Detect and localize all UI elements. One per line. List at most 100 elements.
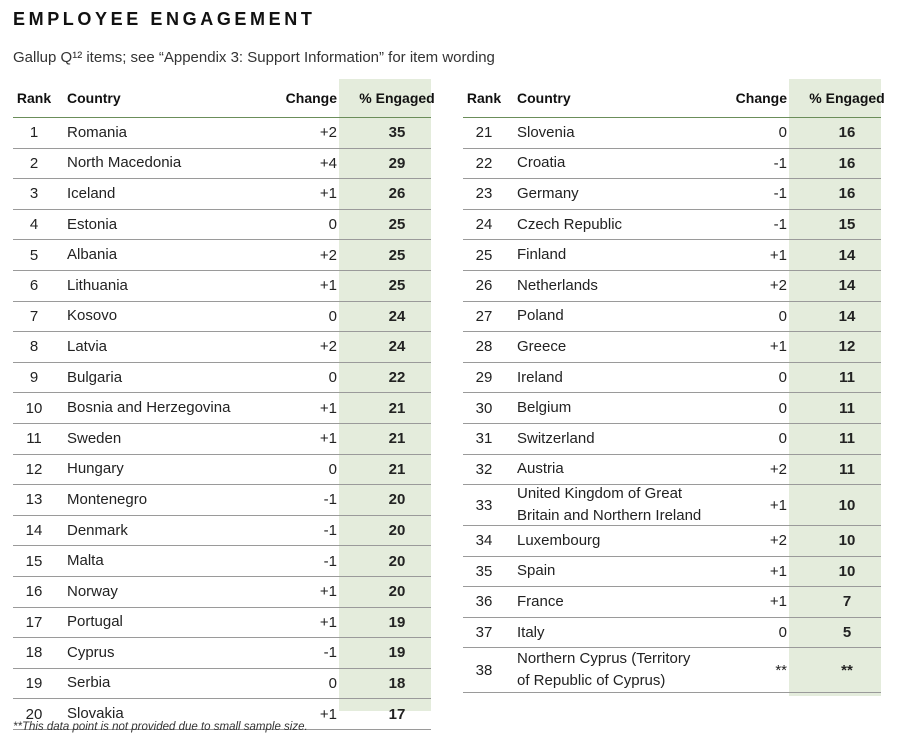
change-cell: +1 (319, 583, 337, 601)
rank-cell: 13 (25, 491, 43, 509)
engaged-cell: 20 (388, 583, 406, 601)
rank-cell: 27 (475, 307, 493, 325)
change-cell: -1 (773, 185, 787, 203)
header-rank: Rank (466, 90, 502, 106)
change-cell: 0 (328, 674, 337, 692)
country-cell: Romania (67, 123, 128, 141)
engaged-cell: 12 (838, 338, 856, 356)
table-row: 9 Bulgaria 0 22 (13, 363, 431, 394)
country-cell: Latvia (67, 337, 108, 355)
country-cell: Ireland (517, 368, 563, 386)
header-change: Change (735, 90, 787, 106)
engaged-cell: 14 (838, 277, 856, 295)
header-rank: Rank (16, 90, 52, 106)
footnote: **This data point is not provided due to… (13, 721, 308, 733)
engaged-cell: 29 (388, 154, 406, 172)
table-row: 10 Bosnia and Herzegovina +1 21 (13, 393, 431, 424)
change-cell: +1 (319, 613, 337, 631)
rank-cell: 30 (475, 399, 493, 417)
table-row: 30 Belgium 0 11 (463, 393, 881, 424)
engaged-cell: 14 (838, 246, 856, 264)
country-cell: Cyprus (67, 643, 115, 661)
engaged-cell: 20 (388, 552, 406, 570)
table-row: 22 Croatia -1 16 (463, 149, 881, 180)
change-cell: +1 (769, 338, 787, 356)
country-cell: Germany (517, 184, 579, 202)
country-cell: Montenegro (67, 490, 148, 508)
rank-cell: 18 (25, 644, 43, 662)
country-cell: Denmark (67, 521, 128, 539)
change-cell: +2 (319, 246, 337, 264)
table-row: 16 Norway +1 20 (13, 577, 431, 608)
header-country: Country (517, 90, 571, 106)
engaged-cell: 22 (388, 369, 406, 387)
table-row: 13 Montenegro -1 20 (13, 485, 431, 516)
table-row: 36 France +1 7 (463, 587, 881, 618)
table-row: 5 Albania +2 25 (13, 240, 431, 271)
table-row: 14 Denmark -1 20 (13, 516, 431, 547)
country-cell: Estonia (67, 215, 118, 233)
change-cell: +1 (769, 246, 787, 264)
engaged-cell: 11 (839, 430, 855, 448)
country-cell: Lithuania (67, 276, 128, 294)
change-cell: +2 (769, 460, 787, 478)
country-cell: North Macedonia (67, 154, 182, 172)
engaged-column-shade (339, 79, 431, 711)
change-cell: ** (775, 661, 787, 679)
rank-cell: 28 (475, 338, 493, 356)
country-cell: Czech Republic (517, 215, 623, 233)
engaged-cell: 35 (388, 124, 406, 142)
rank-cell: 34 (475, 532, 493, 550)
engaged-cell: 7 (842, 593, 852, 611)
change-cell: 0 (778, 624, 787, 641)
rank-cell: 35 (475, 562, 493, 580)
engaged-cell: 26 (388, 185, 406, 203)
change-cell: +2 (769, 532, 787, 550)
table-row: 8 Latvia +2 24 (13, 332, 431, 363)
table-row: 3 Iceland +1 26 (13, 179, 431, 210)
header-country: Country (67, 90, 121, 106)
country-cell: Finland (517, 246, 567, 264)
change-cell: -1 (323, 491, 337, 509)
engaged-cell: 11 (839, 369, 855, 387)
engaged-cell: 21 (388, 399, 406, 417)
change-cell: 0 (328, 307, 337, 325)
change-cell: +1 (319, 705, 337, 723)
table-row: 32 Austria +2 11 (463, 455, 881, 486)
change-cell: +1 (319, 277, 337, 295)
country-cell: Croatia (517, 154, 566, 172)
rank-cell: 22 (475, 154, 493, 172)
rank-cell: 26 (475, 277, 493, 295)
rank-cell: 23 (475, 185, 493, 203)
change-cell: 0 (328, 369, 337, 387)
engaged-cell: 19 (388, 613, 406, 631)
engaged-cell: 16 (838, 185, 856, 203)
country-cell: Netherlands (517, 276, 598, 294)
engaged-cell: 18 (388, 674, 406, 692)
change-cell: 0 (778, 430, 787, 448)
country-cell: Albania (67, 246, 118, 264)
country-cell: Luxembourg (517, 531, 601, 549)
table-row: 18 Cyprus -1 19 (13, 638, 431, 669)
table-row: 38 Northern Cyprus (Territory of Republic… (463, 648, 881, 694)
table-row: 37 Italy 0 5 (463, 618, 881, 649)
country-cell: Spain (517, 562, 556, 580)
rank-cell: 10 (25, 399, 43, 417)
country-cell: Sweden (67, 429, 122, 447)
engaged-cell: 20 (388, 491, 406, 509)
rank-cell: 12 (25, 460, 43, 478)
rank-cell: 38 (475, 661, 493, 679)
rank-cell: 17 (25, 613, 43, 631)
change-cell: 0 (778, 399, 787, 417)
engaged-cell: 15 (838, 216, 856, 234)
country-cell: France (517, 592, 564, 610)
rank-cell: 15 (25, 552, 43, 570)
ranking-table-right: Rank Country Change % Engaged 21 Slovenia… (463, 79, 885, 696)
table-row: 35 Spain +1 10 (463, 557, 881, 588)
rank-cell: 14 (25, 522, 43, 540)
rank-cell: 5 (29, 246, 39, 264)
table-row: 29 Ireland 0 11 (463, 363, 881, 394)
rank-cell: 24 (475, 216, 493, 234)
engaged-cell: 19 (388, 644, 406, 662)
table-header: Rank Country Change % Engaged (13, 79, 435, 118)
